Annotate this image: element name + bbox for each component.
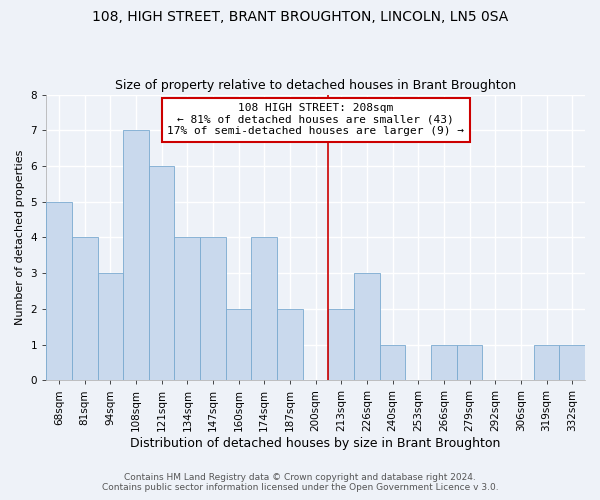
Bar [251, 238, 277, 380]
Bar [559, 344, 585, 380]
Bar [226, 309, 251, 380]
Bar [431, 344, 457, 380]
Bar [328, 309, 354, 380]
Bar [46, 202, 72, 380]
Bar [457, 344, 482, 380]
Text: Contains HM Land Registry data © Crown copyright and database right 2024.
Contai: Contains HM Land Registry data © Crown c… [101, 473, 499, 492]
Bar [200, 238, 226, 380]
Bar [123, 130, 149, 380]
X-axis label: Distribution of detached houses by size in Brant Broughton: Distribution of detached houses by size … [130, 437, 501, 450]
Text: 108 HIGH STREET: 208sqm
← 81% of detached houses are smaller (43)
17% of semi-de: 108 HIGH STREET: 208sqm ← 81% of detache… [167, 103, 464, 136]
Bar [277, 309, 303, 380]
Bar [533, 344, 559, 380]
Bar [175, 238, 200, 380]
Bar [149, 166, 175, 380]
Title: Size of property relative to detached houses in Brant Broughton: Size of property relative to detached ho… [115, 79, 516, 92]
Y-axis label: Number of detached properties: Number of detached properties [15, 150, 25, 325]
Bar [72, 238, 98, 380]
Bar [98, 273, 123, 380]
Bar [354, 273, 380, 380]
Text: 108, HIGH STREET, BRANT BROUGHTON, LINCOLN, LN5 0SA: 108, HIGH STREET, BRANT BROUGHTON, LINCO… [92, 10, 508, 24]
Bar [380, 344, 406, 380]
